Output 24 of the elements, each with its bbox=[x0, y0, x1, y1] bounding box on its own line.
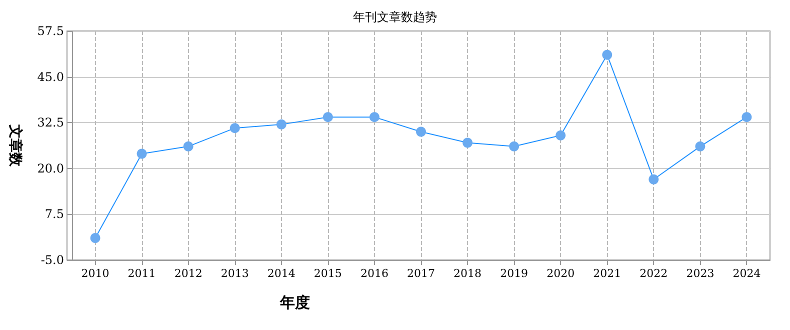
x-tick-label: 2019 bbox=[500, 267, 528, 280]
x-tick-label: 2014 bbox=[267, 267, 296, 280]
y-tick-label: 57.5 bbox=[37, 24, 64, 38]
x-tick-label: 2018 bbox=[454, 267, 482, 280]
x-tick-label: 2012 bbox=[174, 267, 202, 280]
chart-title: 年刊文章数趋势 bbox=[353, 10, 437, 24]
x-tick-label: 2010 bbox=[81, 267, 110, 280]
y-axis-title: 文章数 bbox=[7, 124, 24, 168]
x-tick-label: 2024 bbox=[732, 267, 761, 280]
y-tick-label: -5.0 bbox=[40, 253, 64, 267]
x-tick-label: 2022 bbox=[640, 267, 668, 280]
y-tick-label: 7.5 bbox=[44, 207, 64, 222]
x-tick-label: 2013 bbox=[220, 267, 249, 280]
x-tick-label: 2011 bbox=[128, 267, 156, 280]
x-tick-label: 2023 bbox=[686, 267, 714, 280]
y-tick-label: 45.0 bbox=[37, 70, 64, 84]
x-tick-label: 2017 bbox=[407, 267, 435, 280]
x-tick-label: 2015 bbox=[314, 267, 342, 280]
y-tick-label: 32.5 bbox=[37, 116, 64, 130]
y-tick-label: 20.0 bbox=[37, 161, 64, 176]
x-tick-label: 2021 bbox=[593, 267, 622, 280]
x-axis-title: 年度 bbox=[279, 294, 310, 312]
x-tick-label: 2016 bbox=[360, 267, 388, 280]
x-tick-label: 2020 bbox=[546, 267, 575, 280]
